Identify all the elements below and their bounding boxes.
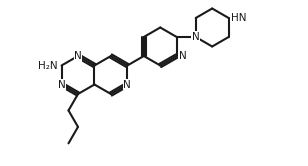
Text: N: N	[192, 32, 200, 42]
Text: HN: HN	[231, 13, 246, 23]
Text: N: N	[179, 51, 186, 61]
Text: H₂N: H₂N	[38, 60, 58, 71]
Text: N: N	[58, 80, 65, 89]
Text: N: N	[124, 80, 131, 89]
Text: N: N	[74, 51, 82, 61]
